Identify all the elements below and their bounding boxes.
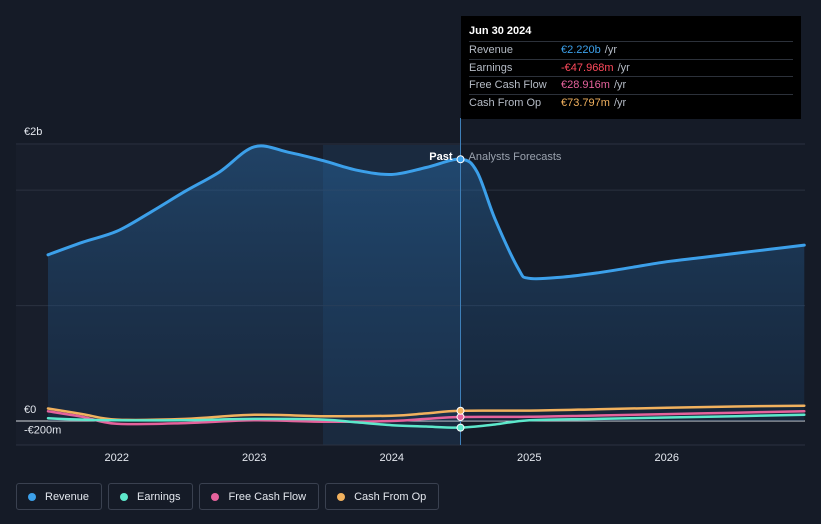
earnings-line [46,413,806,429]
legend-label: Earnings [137,490,181,503]
tooltip-panel: Jun 30 2024 Revenue €2.220b /yr Earnings… [461,16,801,119]
y-tick-label: -€200m [24,425,61,437]
legend-label: Free Cash Flow [228,490,307,503]
x-tick-label: 2026 [655,452,679,464]
tooltip-row-unit: /yr [604,44,617,57]
x-tick-label: 2025 [517,452,541,464]
tooltip-row-unit: /yr [613,79,627,92]
tooltip-date: Jun 30 2024 [469,25,532,37]
free-cash-flow-line [46,410,806,426]
legend-item-earnings[interactable]: Earnings [108,483,194,510]
tooltip-row-label: Free Cash Flow [469,79,547,92]
earnings-dot-icon [120,492,129,501]
forecast-label: Analysts Forecasts [469,151,562,163]
cash-from-op-marker [456,406,465,415]
legend-label: Cash From Op [354,490,427,503]
legend-item-free-cash-flow[interactable]: Free Cash Flow [199,483,320,510]
tooltip-fcf-value: €28.916m [561,79,610,92]
x-tick-label: 2022 [105,452,129,464]
free-cash-flow-dot-icon [211,492,220,501]
legend: Revenue Earnings Free Cash Flow Cash Fro… [16,483,445,510]
x-tick-label: 2023 [242,452,266,464]
tooltip-row-revenue: Revenue €2.220b /yr [469,41,793,59]
tooltip-row-unit: /yr [613,96,627,109]
legend-label: Revenue [45,490,90,503]
tooltip-row-earnings: Earnings -€47.968m /yr [469,58,793,77]
tooltip-row-label: Cash From Op [469,96,542,109]
legend-item-revenue[interactable]: Revenue [16,483,103,510]
cash-from-op-dot-icon [337,492,346,501]
legend-item-cash-from-op[interactable]: Cash From Op [325,483,440,510]
tooltip-row-fcf: Free Cash Flow €28.916m /yr [469,76,793,94]
revenue-dot-icon [28,492,36,501]
tooltip-row-label: Revenue [469,44,514,57]
earnings-marker [456,423,465,432]
tooltip-earnings-value: -€47.968m [561,61,614,74]
x-tick-label: 2024 [380,452,404,464]
revenue-marker [456,155,465,164]
tooltip-cfo-value: €73.797m [561,96,610,109]
y-tick-label: €2b [24,126,42,138]
tooltip-row-label: Earnings [469,61,513,74]
past-label: Past [429,151,453,163]
tooltip-revenue-value: €2.220b [561,44,601,57]
y-tick-label: €0 [24,404,36,416]
tooltip-row-unit: /yr [617,61,630,74]
tooltip-row-cfo: Cash From Op €73.797m /yr [469,93,793,112]
revenue-area [48,145,805,422]
